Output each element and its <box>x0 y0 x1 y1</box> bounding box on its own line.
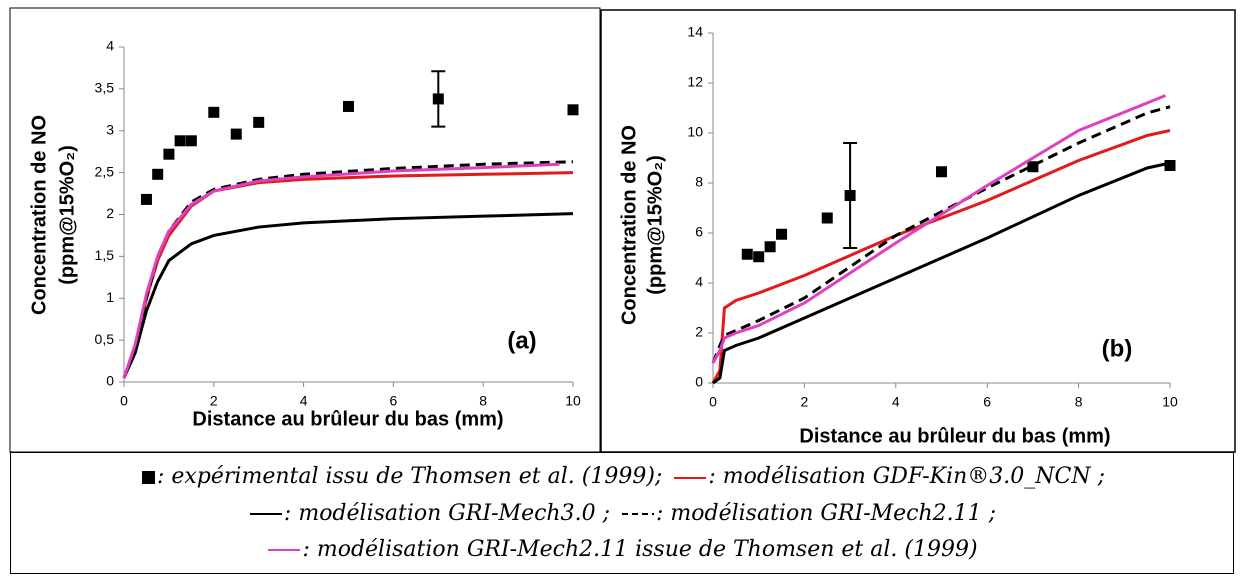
y-axis-label: (ppm@15%O₂) <box>56 145 78 285</box>
panel-label: (a) <box>507 327 536 354</box>
panel-label: (b) <box>1102 335 1133 362</box>
x-tick-label: 10 <box>565 393 581 409</box>
data-point <box>230 128 242 140</box>
data-point <box>1027 161 1039 173</box>
legend-text: : expérimental issu de Thomsen et al. (1… <box>156 464 663 490</box>
x-tick-label: 0 <box>709 394 717 410</box>
x-tick-label: 6 <box>983 394 991 410</box>
y-tick-label: 14 <box>687 24 703 40</box>
y-tick-label: 0,5 <box>95 331 115 347</box>
y-tick-label: 2,5 <box>95 163 115 179</box>
y-axis-label: Concentration de NO <box>618 125 640 325</box>
legend-swatch <box>674 476 707 479</box>
legend-entry: : expérimental issu de Thomsen et al. (1… <box>139 464 662 489</box>
series-line <box>711 105 1171 364</box>
data-point <box>1164 160 1176 171</box>
y-tick-label: 2 <box>695 324 703 340</box>
data-point <box>567 104 579 116</box>
y-tick-label: 3,5 <box>95 80 115 96</box>
data-point <box>432 93 444 105</box>
y-tick-label: 0 <box>106 373 114 389</box>
legend-text: : modélisation GRI-Mech2.11 ; <box>656 500 997 526</box>
series-line <box>122 212 574 379</box>
caption-row: : modélisation GRI-Mech3.0 ; : modélisati… <box>248 501 996 526</box>
x-tick-label: 4 <box>892 394 900 410</box>
x-tick-label: 2 <box>210 393 218 409</box>
x-tick-label: 10 <box>1162 394 1178 410</box>
legend-text: : modélisation GRI-Mech2.11 issue de Tho… <box>302 536 978 562</box>
data-point <box>208 106 220 118</box>
series-line <box>122 162 560 379</box>
data-point <box>185 135 197 147</box>
x-axis-label: Distance au brûleur du bas (mm) <box>192 408 503 430</box>
y-tick-label: 4 <box>695 274 703 290</box>
data-point <box>140 193 152 205</box>
data-point <box>764 241 776 253</box>
y-tick-label: 10 <box>687 124 703 140</box>
data-point <box>163 148 175 160</box>
legend-entry: : modélisation GDF-Kin®3.0_NCN ; <box>672 464 1105 489</box>
x-tick-label: 4 <box>300 393 308 409</box>
legend-entry: : modélisation GRI-Mech3.0 ; <box>248 501 610 526</box>
legend-text: : modélisation GRI-Mech3.0 ; <box>283 500 610 526</box>
x-tick-label: 0 <box>120 393 128 409</box>
y-axis-label: Concentration de NO <box>28 115 50 315</box>
series-line <box>712 161 1171 385</box>
series-line <box>711 94 1166 364</box>
data-point <box>776 228 788 240</box>
y-tick-label: 6 <box>695 224 703 240</box>
y-axis-label: (ppm@15%O₂) <box>644 155 666 295</box>
caption-row: : modélisation GRI-Mech2.11 issue de Tho… <box>266 536 978 562</box>
y-tick-label: 8 <box>695 174 703 190</box>
data-point <box>844 190 856 201</box>
y-tick-label: 1,5 <box>95 247 115 263</box>
legend-caption: : expérimental issu de Thomsen et al. (1… <box>10 452 1234 574</box>
x-tick-label: 6 <box>390 393 398 409</box>
y-tick-label: 2 <box>106 205 114 221</box>
legend-text: : modélisation GDF-Kin®3.0_NCN ; <box>708 464 1106 490</box>
data-point <box>821 212 833 224</box>
x-tick-label: 8 <box>1075 394 1083 410</box>
series-line <box>711 129 1171 384</box>
data-point <box>343 100 354 112</box>
data-point <box>253 116 265 128</box>
legend-entry: : modélisation GRI-Mech2.11 ; <box>620 501 996 526</box>
y-tick-label: 0 <box>695 374 703 390</box>
x-axis-label: Distance au brûleur du bas (mm) <box>799 425 1110 447</box>
legend-swatch <box>622 513 654 515</box>
series-line <box>122 160 574 379</box>
x-tick-label: 2 <box>801 394 809 410</box>
data-point <box>174 135 186 147</box>
data-point <box>741 248 753 260</box>
legend-swatch <box>141 470 155 484</box>
swatch-square <box>141 470 155 484</box>
y-tick-label: 1 <box>106 289 114 305</box>
legend-swatch <box>249 513 282 515</box>
legend-entry: : modélisation GRI-Mech2.11 issue de Tho… <box>266 536 978 562</box>
y-tick-label: 4 <box>106 38 114 54</box>
y-tick-label: 3 <box>106 121 114 137</box>
legend-swatch <box>268 549 301 552</box>
data-point <box>152 168 164 180</box>
panel-frame <box>9 7 601 453</box>
data-point <box>936 166 947 178</box>
y-tick-label: 12 <box>687 74 703 90</box>
x-tick-label: 8 <box>479 393 487 409</box>
data-point <box>753 251 765 263</box>
caption-row: : expérimental issu de Thomsen et al. (1… <box>139 464 1105 489</box>
